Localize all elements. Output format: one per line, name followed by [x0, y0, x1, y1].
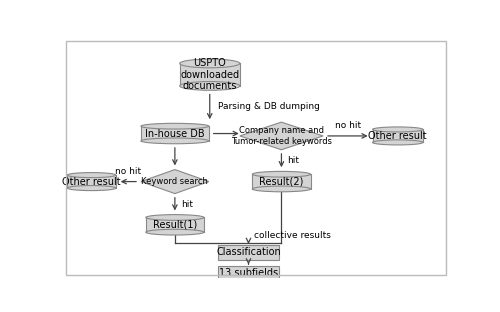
FancyBboxPatch shape: [141, 126, 209, 141]
Text: Parsing & DB dumping: Parsing & DB dumping: [218, 102, 320, 111]
Text: collective results: collective results: [254, 231, 331, 240]
Text: Keyword search: Keyword search: [142, 177, 208, 186]
Ellipse shape: [372, 140, 423, 145]
Ellipse shape: [252, 186, 310, 192]
FancyBboxPatch shape: [252, 174, 310, 189]
Ellipse shape: [180, 59, 240, 68]
Text: Result(1): Result(1): [153, 220, 197, 230]
Ellipse shape: [372, 127, 423, 132]
Text: Other result: Other result: [62, 177, 121, 187]
Text: Company name and
Tumor-related keywords: Company name and Tumor-related keywords: [231, 126, 332, 146]
Ellipse shape: [146, 215, 204, 220]
Ellipse shape: [141, 123, 209, 129]
Text: In-house DB: In-house DB: [145, 129, 204, 139]
Text: hit: hit: [287, 156, 299, 165]
Text: hit: hit: [180, 200, 192, 209]
Polygon shape: [240, 122, 323, 150]
Text: no hit: no hit: [334, 121, 361, 130]
Ellipse shape: [68, 186, 116, 191]
Text: USPTO
downloaded
documents: USPTO downloaded documents: [180, 58, 240, 91]
FancyBboxPatch shape: [218, 266, 278, 280]
Ellipse shape: [180, 81, 240, 90]
FancyBboxPatch shape: [146, 217, 204, 232]
FancyBboxPatch shape: [68, 175, 116, 188]
Ellipse shape: [146, 229, 204, 235]
Ellipse shape: [141, 138, 209, 144]
FancyBboxPatch shape: [180, 63, 240, 86]
Ellipse shape: [68, 173, 116, 178]
Ellipse shape: [252, 171, 310, 177]
Text: 13 subfields: 13 subfields: [219, 268, 278, 278]
Text: Result(2): Result(2): [259, 177, 304, 187]
Text: no hit: no hit: [116, 167, 141, 176]
FancyBboxPatch shape: [372, 129, 423, 142]
Text: Classification: Classification: [216, 247, 281, 257]
Text: Other result: Other result: [368, 131, 427, 141]
FancyBboxPatch shape: [218, 245, 278, 260]
Polygon shape: [141, 170, 209, 193]
